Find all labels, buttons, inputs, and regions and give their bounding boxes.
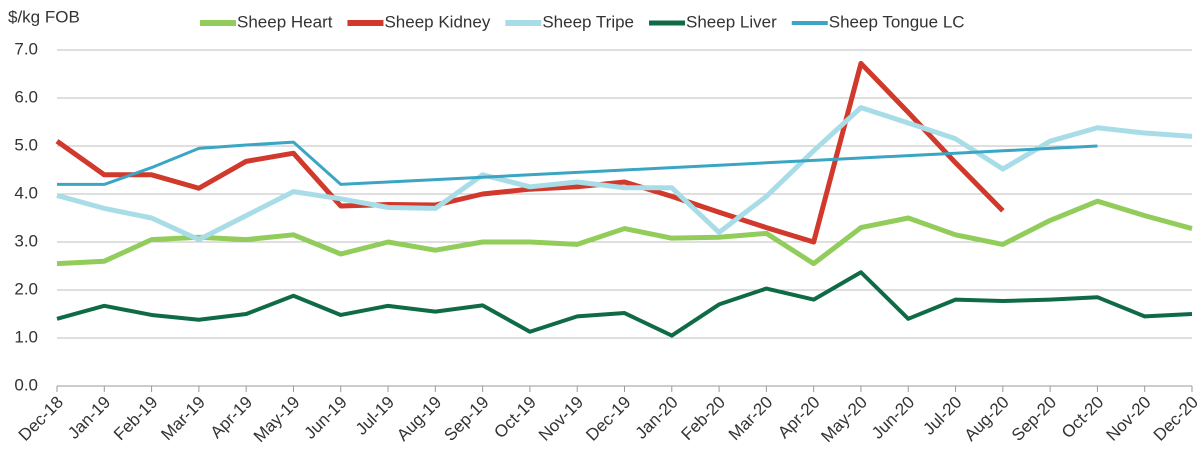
x-tick-label: Aug-19 [393, 393, 445, 445]
y-tick-label: 7.0 [14, 39, 38, 58]
x-tick-label: May-19 [250, 393, 304, 447]
x-tick-label: Mar-20 [725, 393, 777, 445]
y-tick-label: 5.0 [14, 135, 38, 154]
y-axis-label: $/kg FOB [8, 7, 80, 26]
x-tick-label: Dec-20 [1150, 393, 1202, 445]
x-tick-label: Apr-20 [774, 393, 824, 443]
x-tick-label: Nov-19 [535, 393, 587, 445]
x-tick-label: Sep-19 [440, 393, 492, 445]
y-tick-label: 4.0 [14, 183, 38, 202]
x-tick-label: Feb-20 [678, 393, 730, 445]
x-tick-label: Oct-20 [1058, 393, 1108, 443]
x-tick-label: Aug-20 [961, 393, 1013, 445]
y-tick-label: 6.0 [14, 87, 38, 106]
y-tick-label: 1.0 [14, 327, 38, 346]
series-line [56, 198, 1193, 267]
x-tick-label: Jan-20 [632, 393, 682, 443]
legend-label: Sheep Liver [686, 12, 777, 31]
x-tick-label: Apr-19 [207, 393, 257, 443]
y-tick-label: 3.0 [14, 231, 38, 250]
x-tick-label: Jul-20 [919, 393, 965, 439]
legend-label: Sheep Heart [237, 12, 333, 31]
series-line [56, 105, 1193, 243]
series-line [55, 60, 1005, 245]
x-tick-label: Oct-19 [490, 393, 540, 443]
x-tick-label: Jun-20 [868, 393, 918, 443]
y-tick-label: 0.0 [14, 375, 38, 394]
legend-label: Sheep Tongue LC [829, 12, 965, 31]
series-line [57, 140, 1098, 186]
series-line [56, 270, 1193, 338]
x-tick-label: Jul-19 [352, 393, 398, 439]
legend-label: Sheep Tripe [542, 12, 634, 31]
x-tick-label: Mar-19 [157, 393, 209, 445]
x-tick-label: Dec-18 [15, 393, 67, 445]
x-tick-label: Jun-19 [301, 393, 351, 443]
x-tick-label: May-20 [817, 393, 871, 447]
x-tick-label: Dec-19 [582, 393, 634, 445]
x-tick-label: Nov-20 [1103, 393, 1155, 445]
x-tick-label: Jan-19 [64, 393, 114, 443]
legend-label: Sheep Kidney [384, 12, 490, 31]
y-tick-label: 2.0 [14, 279, 38, 298]
x-tick-label: Feb-19 [110, 393, 162, 445]
x-tick-label: Sep-20 [1008, 393, 1060, 445]
